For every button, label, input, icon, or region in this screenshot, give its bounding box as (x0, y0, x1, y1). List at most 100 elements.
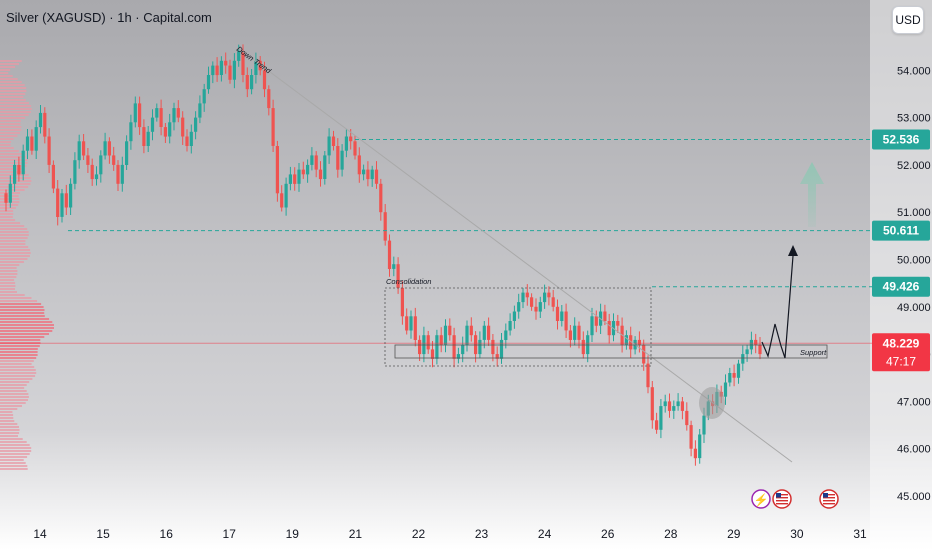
volume-bar (0, 402, 26, 404)
candle-body (306, 164, 310, 175)
candle-body (327, 136, 331, 156)
candle-body (555, 306, 560, 321)
currency-button[interactable]: USD (892, 6, 924, 34)
candle-body (616, 321, 620, 326)
candle-body (168, 122, 172, 137)
candle-body (387, 240, 392, 269)
candle-body (241, 51, 245, 75)
event-markers[interactable]: ⚡ (751, 489, 839, 509)
volume-bar (0, 147, 14, 149)
candle-body (357, 155, 361, 175)
candle-body (310, 155, 314, 165)
candle-body (646, 363, 650, 388)
candle-body (60, 193, 64, 217)
candle-body (150, 117, 155, 132)
volume-bar (0, 183, 31, 185)
lightning-event-icon[interactable] (751, 489, 771, 509)
candle-body (564, 311, 568, 331)
candle-body (271, 108, 275, 146)
candle-body (163, 127, 167, 137)
us-event-icon[interactable] (772, 489, 792, 509)
volume-bar (0, 234, 29, 236)
volume-bar (0, 360, 34, 362)
candle-body (280, 193, 284, 208)
volume-bar (0, 207, 16, 209)
level-badge-label: 50.611 (883, 224, 919, 238)
volume-bar (0, 267, 17, 269)
projection-path (761, 255, 794, 359)
price-tick-label: 47.000 (897, 396, 931, 408)
candle-body (318, 169, 323, 180)
volume-bar (0, 438, 23, 440)
candle-body (112, 155, 116, 165)
volume-bar (0, 156, 26, 158)
forecast-arrow (800, 162, 824, 227)
candle-body (543, 292, 547, 303)
candle-body (21, 150, 25, 175)
price-tick-label: 54.000 (897, 65, 931, 77)
volume-bar (0, 417, 14, 419)
price-badges: 52.536 50.611 49.426 48.229 47:17 (872, 129, 930, 372)
volume-bar (0, 243, 26, 245)
time-tick-label: 31 (853, 527, 867, 541)
candle-body (551, 297, 555, 307)
flag-canton (776, 493, 781, 498)
volume-bar (0, 339, 41, 341)
support-zone (394, 344, 828, 359)
candle-body (353, 141, 357, 156)
volume-bar (0, 420, 15, 422)
candle-body (607, 321, 611, 336)
candle-body (198, 103, 202, 118)
us-event-icon[interactable] (819, 489, 839, 509)
level-badge-label: 49.426 (883, 280, 920, 294)
volume-profile (0, 60, 54, 470)
volume-bar (0, 129, 22, 131)
volume-bar (0, 102, 29, 104)
volume-bar (0, 399, 28, 401)
candle-body (146, 131, 150, 146)
candle-body (138, 103, 142, 128)
candle-body (547, 292, 551, 298)
volume-bar (0, 345, 40, 347)
candle-body (469, 325, 473, 336)
candle-body (38, 112, 43, 128)
current-price-label: 48.229 (883, 336, 920, 350)
time-tick-label: 28 (664, 527, 678, 541)
volume-bar (0, 273, 18, 275)
volume-bar (0, 150, 19, 152)
consolidation-box (384, 287, 652, 367)
candle-body (396, 264, 400, 288)
volume-bar (0, 453, 30, 455)
volume-bar (0, 237, 28, 239)
time-axis[interactable]: 14 15 16 17 19 21 22 23 24 26 28 29 30 31 (33, 527, 867, 541)
volume-bar (0, 315, 45, 317)
volume-bar (0, 351, 38, 353)
candle-body (82, 141, 86, 156)
candle-body (456, 354, 460, 359)
volume-bar (0, 393, 29, 395)
candle-body (517, 302, 521, 312)
candle-body (521, 292, 525, 303)
volume-bar (0, 141, 12, 143)
candle-body (392, 264, 396, 269)
candle-body (443, 325, 448, 345)
price-tick-label: 52.000 (897, 160, 931, 172)
candle-body (370, 169, 374, 180)
time-tick-label: 14 (33, 527, 47, 541)
time-tick-label: 29 (727, 527, 741, 541)
trend-line (237, 47, 793, 463)
candle-body (215, 65, 219, 76)
candle-body (17, 164, 21, 175)
candle-body (685, 410, 689, 426)
price-axis[interactable]: 45.00046.00047.00048.00049.00050.00051.0… (897, 65, 931, 503)
volume-bar (0, 447, 32, 449)
volume-bar (0, 63, 19, 65)
time-tick-label: 30 (790, 527, 804, 541)
volume-bar (0, 465, 28, 467)
candle-body (577, 325, 581, 340)
volume-bar (0, 81, 22, 83)
volume-bar (0, 276, 17, 278)
volume-bar (0, 363, 32, 365)
